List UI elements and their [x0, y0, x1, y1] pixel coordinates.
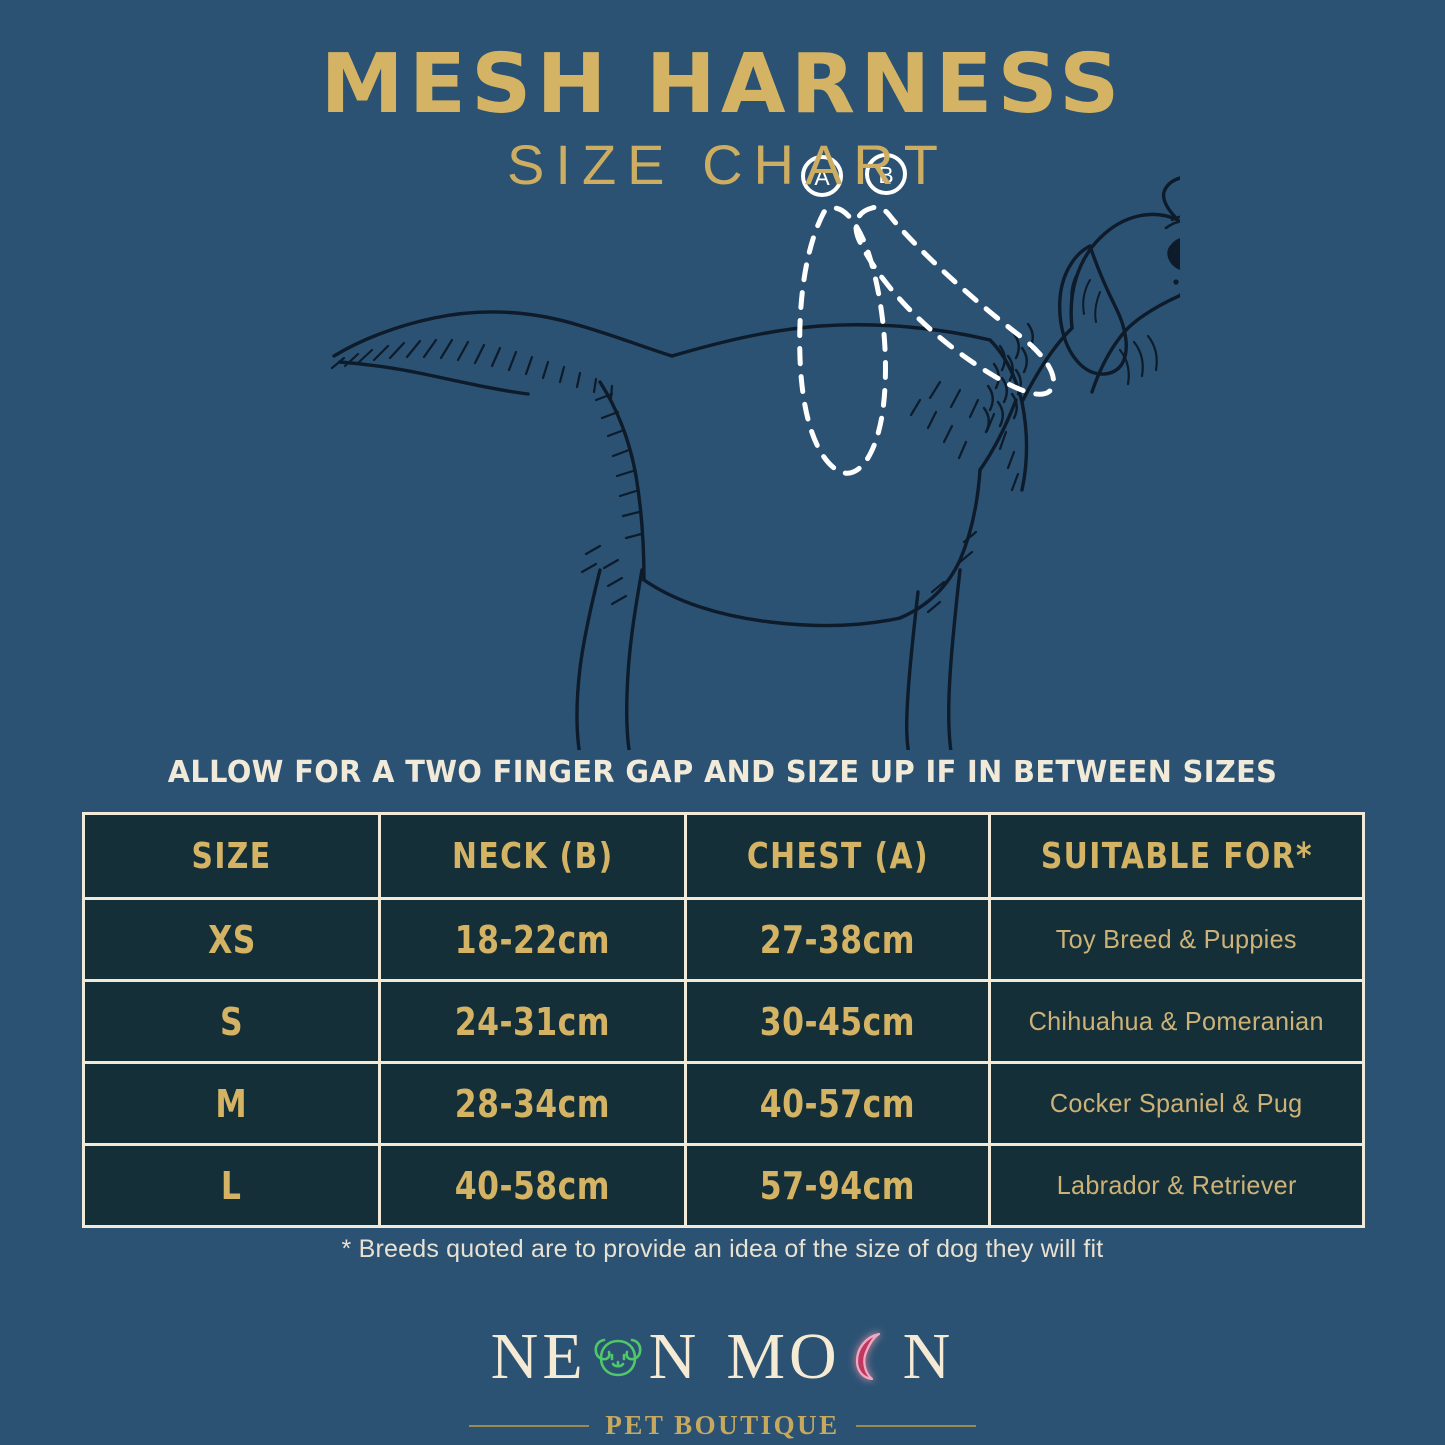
neck-loop	[853, 204, 1056, 397]
cell-suitable-value: Cocker Spaniel & Pug	[1050, 1088, 1303, 1118]
tagline-rule-right	[855, 1424, 976, 1427]
column-header-chest-label: CHEST (A)	[746, 835, 929, 877]
cell-chest-value: 57-94cm	[759, 1163, 916, 1208]
cell-size-value: L	[221, 1163, 242, 1208]
column-header-neck: NECK (B)	[378, 812, 687, 900]
cell-neck-value: 24-31cm	[454, 999, 611, 1044]
table-row: M 28-34cm 40-57cm Cocker Spaniel & Pug	[82, 1061, 1365, 1146]
marker-a: A	[801, 155, 843, 197]
svg-text:A: A	[814, 164, 830, 190]
cell-neck: 40-58cm	[378, 1143, 687, 1228]
cell-size: S	[82, 979, 381, 1064]
dog-illustration: A B	[300, 150, 1180, 750]
column-header-size: SIZE	[82, 812, 381, 900]
column-header-suitable-label: SUITABLE FOR*	[1040, 835, 1313, 877]
cell-size: M	[82, 1061, 381, 1146]
cell-size-value: M	[215, 1081, 248, 1126]
cell-suitable: Toy Breed & Puppies	[988, 897, 1365, 982]
neon-crescent-moon-icon	[841, 1324, 903, 1391]
cell-size: L	[82, 1143, 381, 1228]
column-header-chest: CHEST (A)	[684, 812, 991, 900]
cell-size-value: S	[219, 999, 244, 1044]
table-row: XS 18-22cm 27-38cm Toy Breed & Puppies	[82, 897, 1365, 982]
column-header-neck-label: NECK (B)	[451, 835, 614, 877]
table-header-row: SIZE NECK (B) CHEST (A) SUITABLE FOR*	[82, 812, 1365, 900]
size-chart-table-wrapper: SIZE NECK (B) CHEST (A) SUITABLE FOR* XS…	[82, 812, 1365, 1228]
cell-chest: 30-45cm	[684, 979, 991, 1064]
cell-size-value: XS	[207, 917, 256, 962]
svg-text:B: B	[878, 162, 893, 188]
logo-tagline-row: PET BOUTIQUE	[0, 1412, 1445, 1439]
cell-chest-value: 40-57cm	[759, 1081, 916, 1126]
page-subtitle: SIZE CHART	[507, 133, 949, 197]
brand-logo: NE N MO	[0, 1320, 1445, 1439]
cell-neck-value: 40-58cm	[454, 1163, 611, 1208]
header-block: MESH HARNESS SIZE CHART	[0, 37, 1445, 197]
cell-suitable-value: Labrador & Retriever	[1056, 1170, 1297, 1200]
cell-neck: 28-34cm	[378, 1061, 687, 1146]
size-chart-table: SIZE NECK (B) CHEST (A) SUITABLE FOR* XS…	[82, 812, 1365, 1228]
table-row: S 24-31cm 30-45cm Chihuahua & Pomeranian	[82, 979, 1365, 1064]
cell-neck: 18-22cm	[378, 897, 687, 982]
cell-neck-value: 18-22cm	[454, 917, 611, 962]
instruction-text: ALLOW FOR A TWO FINGER GAP AND SIZE UP I…	[167, 755, 1278, 790]
cell-suitable-value: Toy Breed & Puppies	[1055, 924, 1298, 954]
marker-b: B	[865, 153, 907, 195]
cell-chest: 27-38cm	[684, 897, 991, 982]
logo-word-one: NE	[490, 1320, 587, 1393]
footnote-text: * Breeds quoted are to provide an idea o…	[341, 1235, 1104, 1263]
cell-chest: 57-94cm	[684, 1143, 991, 1228]
tagline-rule-left	[469, 1424, 590, 1427]
column-header-suitable: SUITABLE FOR*	[988, 812, 1365, 900]
logo-tagline: PET BOUTIQUE	[605, 1410, 840, 1440]
cell-chest: 40-57cm	[684, 1061, 991, 1146]
cell-chest-value: 30-45cm	[759, 999, 916, 1044]
cell-suitable: Cocker Spaniel & Pug	[988, 1061, 1365, 1146]
column-header-size-label: SIZE	[191, 835, 272, 877]
neon-dog-head-icon	[587, 1324, 649, 1391]
cell-size: XS	[82, 897, 381, 982]
cell-suitable: Labrador & Retriever	[988, 1143, 1365, 1228]
cell-neck-value: 28-34cm	[454, 1081, 611, 1126]
cell-suitable-value: Chihuahua & Pomeranian	[1028, 1006, 1325, 1036]
page-title: MESH HARNESS	[320, 37, 1125, 132]
cell-neck: 24-31cm	[378, 979, 687, 1064]
cell-chest-value: 27-38cm	[759, 917, 916, 962]
logo-wordmark: NE N MO	[0, 1320, 1445, 1394]
table-row: L 40-58cm 57-94cm Labrador & Retriever	[82, 1143, 1365, 1228]
logo-word-one-tail: N	[648, 1320, 701, 1393]
cell-suitable: Chihuahua & Pomeranian	[988, 979, 1365, 1064]
logo-word-two-tail: N	[902, 1320, 955, 1393]
logo-word-two: MO	[726, 1320, 841, 1393]
chest-girth-loop	[797, 205, 888, 476]
